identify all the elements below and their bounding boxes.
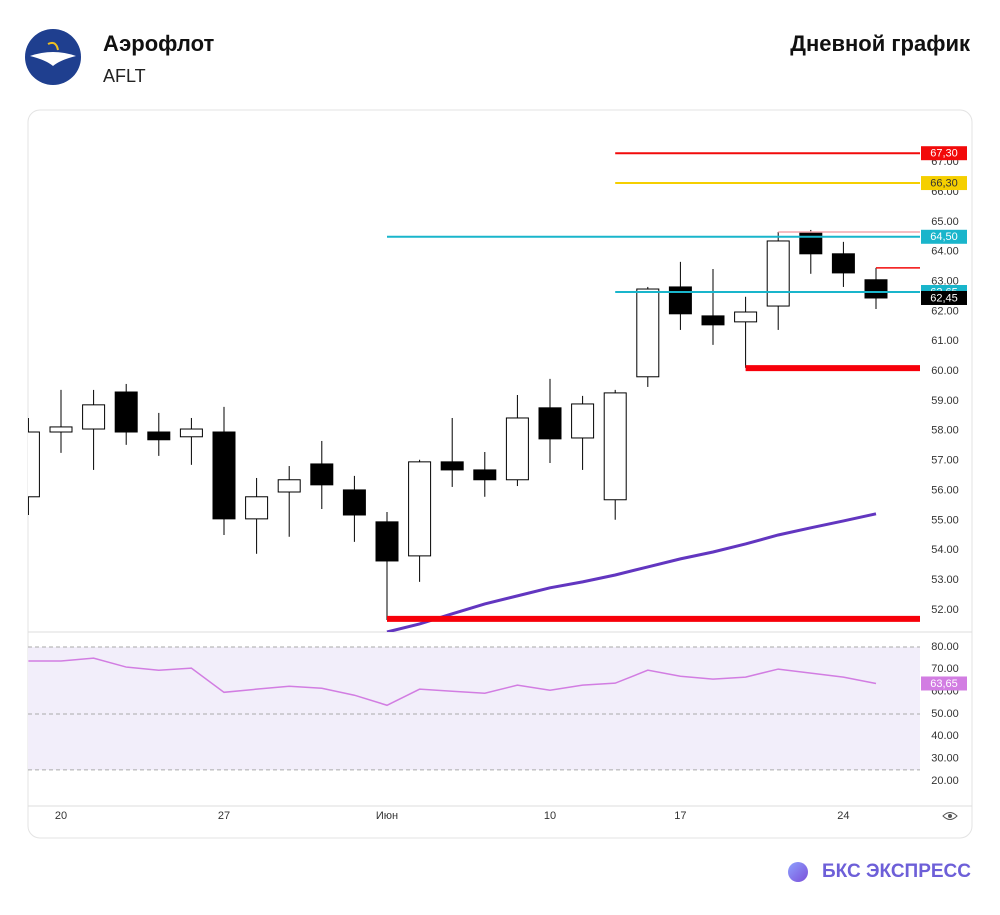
candle-body	[375, 521, 399, 562]
candle-body	[310, 463, 334, 486]
eye-pupil	[948, 814, 952, 818]
y-tick-label: 62.00	[931, 305, 959, 317]
candle-body	[766, 240, 790, 307]
eye-icon[interactable]	[942, 812, 958, 820]
x-tick-label: 20	[55, 810, 67, 822]
candle-body	[212, 431, 236, 520]
candle-body	[734, 311, 758, 323]
x-tick-label: 27	[218, 810, 230, 822]
rsi-panel	[28, 646, 920, 771]
y-tick-label: 60.00	[931, 365, 959, 377]
x-tick-label: 24	[837, 810, 849, 822]
price-badge-label: 63,65	[930, 678, 958, 690]
ticker: AFLT	[103, 66, 146, 86]
rsi-band-fill	[28, 647, 920, 770]
y-tick-label: 61.00	[931, 335, 959, 347]
y-tick-label: 58.00	[931, 425, 959, 437]
y-tick-label: 55.00	[931, 514, 959, 526]
rsi-line	[28, 657, 877, 707]
price-badge	[921, 229, 967, 244]
y-tick-label: 80.00	[931, 641, 959, 653]
candle-body	[603, 392, 627, 501]
y-tick-label: 63.00	[931, 275, 959, 287]
candle-body	[114, 391, 138, 433]
price-badge-label: 67,30	[930, 148, 958, 160]
candle-body	[277, 479, 301, 493]
y-tick-label: 56.00	[931, 484, 959, 496]
candle-body	[538, 407, 562, 440]
candle-body	[49, 426, 73, 433]
candle-body	[440, 461, 464, 471]
price-panel	[28, 229, 888, 632]
y-tick-label: 65.00	[931, 216, 959, 228]
y-tick-label: 20.00	[931, 775, 959, 787]
candle-body	[799, 231, 823, 255]
y-tick-label: 64.00	[931, 246, 959, 258]
y-tick-label: 40.00	[931, 730, 959, 742]
y-tick-label: 50.00	[931, 708, 959, 720]
candle-body	[473, 469, 497, 481]
company-name: Аэрофлот	[103, 31, 214, 56]
y-tick-label: 57.00	[931, 455, 959, 467]
chart-period: Дневной график	[790, 31, 971, 56]
price-badge	[921, 146, 967, 161]
candle-body	[571, 403, 595, 439]
candle-body	[864, 279, 888, 299]
brand-name: БКС ЭКСПРЕСС	[822, 861, 971, 882]
x-tick-label: 17	[674, 810, 686, 822]
y-tick-label: 54.00	[931, 544, 959, 556]
y-tick-label: 70.00	[931, 663, 959, 675]
price-badge	[921, 290, 967, 305]
x-tick-label: 10	[544, 810, 556, 822]
logo-wings	[30, 52, 76, 66]
y-tick-label: 53.00	[931, 574, 959, 586]
y-tick-label: 59.00	[931, 395, 959, 407]
candle-body	[636, 288, 660, 378]
price-badge-label: 64,50	[930, 231, 958, 243]
candle-body	[668, 286, 692, 315]
candle-body	[701, 315, 725, 326]
candle-body	[82, 404, 106, 430]
y-tick-label: 52.00	[931, 604, 959, 616]
price-badge-label: 62,45	[930, 292, 958, 304]
candle-body	[245, 496, 269, 520]
y-tick-label: 30.00	[931, 753, 959, 765]
candle-body	[342, 489, 366, 516]
price-badge	[921, 176, 967, 191]
candle-body	[505, 417, 529, 481]
moving-average-line	[386, 512, 877, 632]
logo-sickle	[47, 41, 59, 51]
brand-icon	[788, 862, 808, 882]
candle-body	[831, 253, 855, 274]
candle-body	[28, 431, 40, 498]
candle-body	[147, 431, 171, 441]
candle-body	[179, 428, 203, 438]
x-tick-label: Июн	[376, 810, 398, 822]
candle-body	[408, 461, 432, 557]
price-badge-label: 66,30	[930, 177, 958, 189]
price-badge	[921, 676, 967, 691]
